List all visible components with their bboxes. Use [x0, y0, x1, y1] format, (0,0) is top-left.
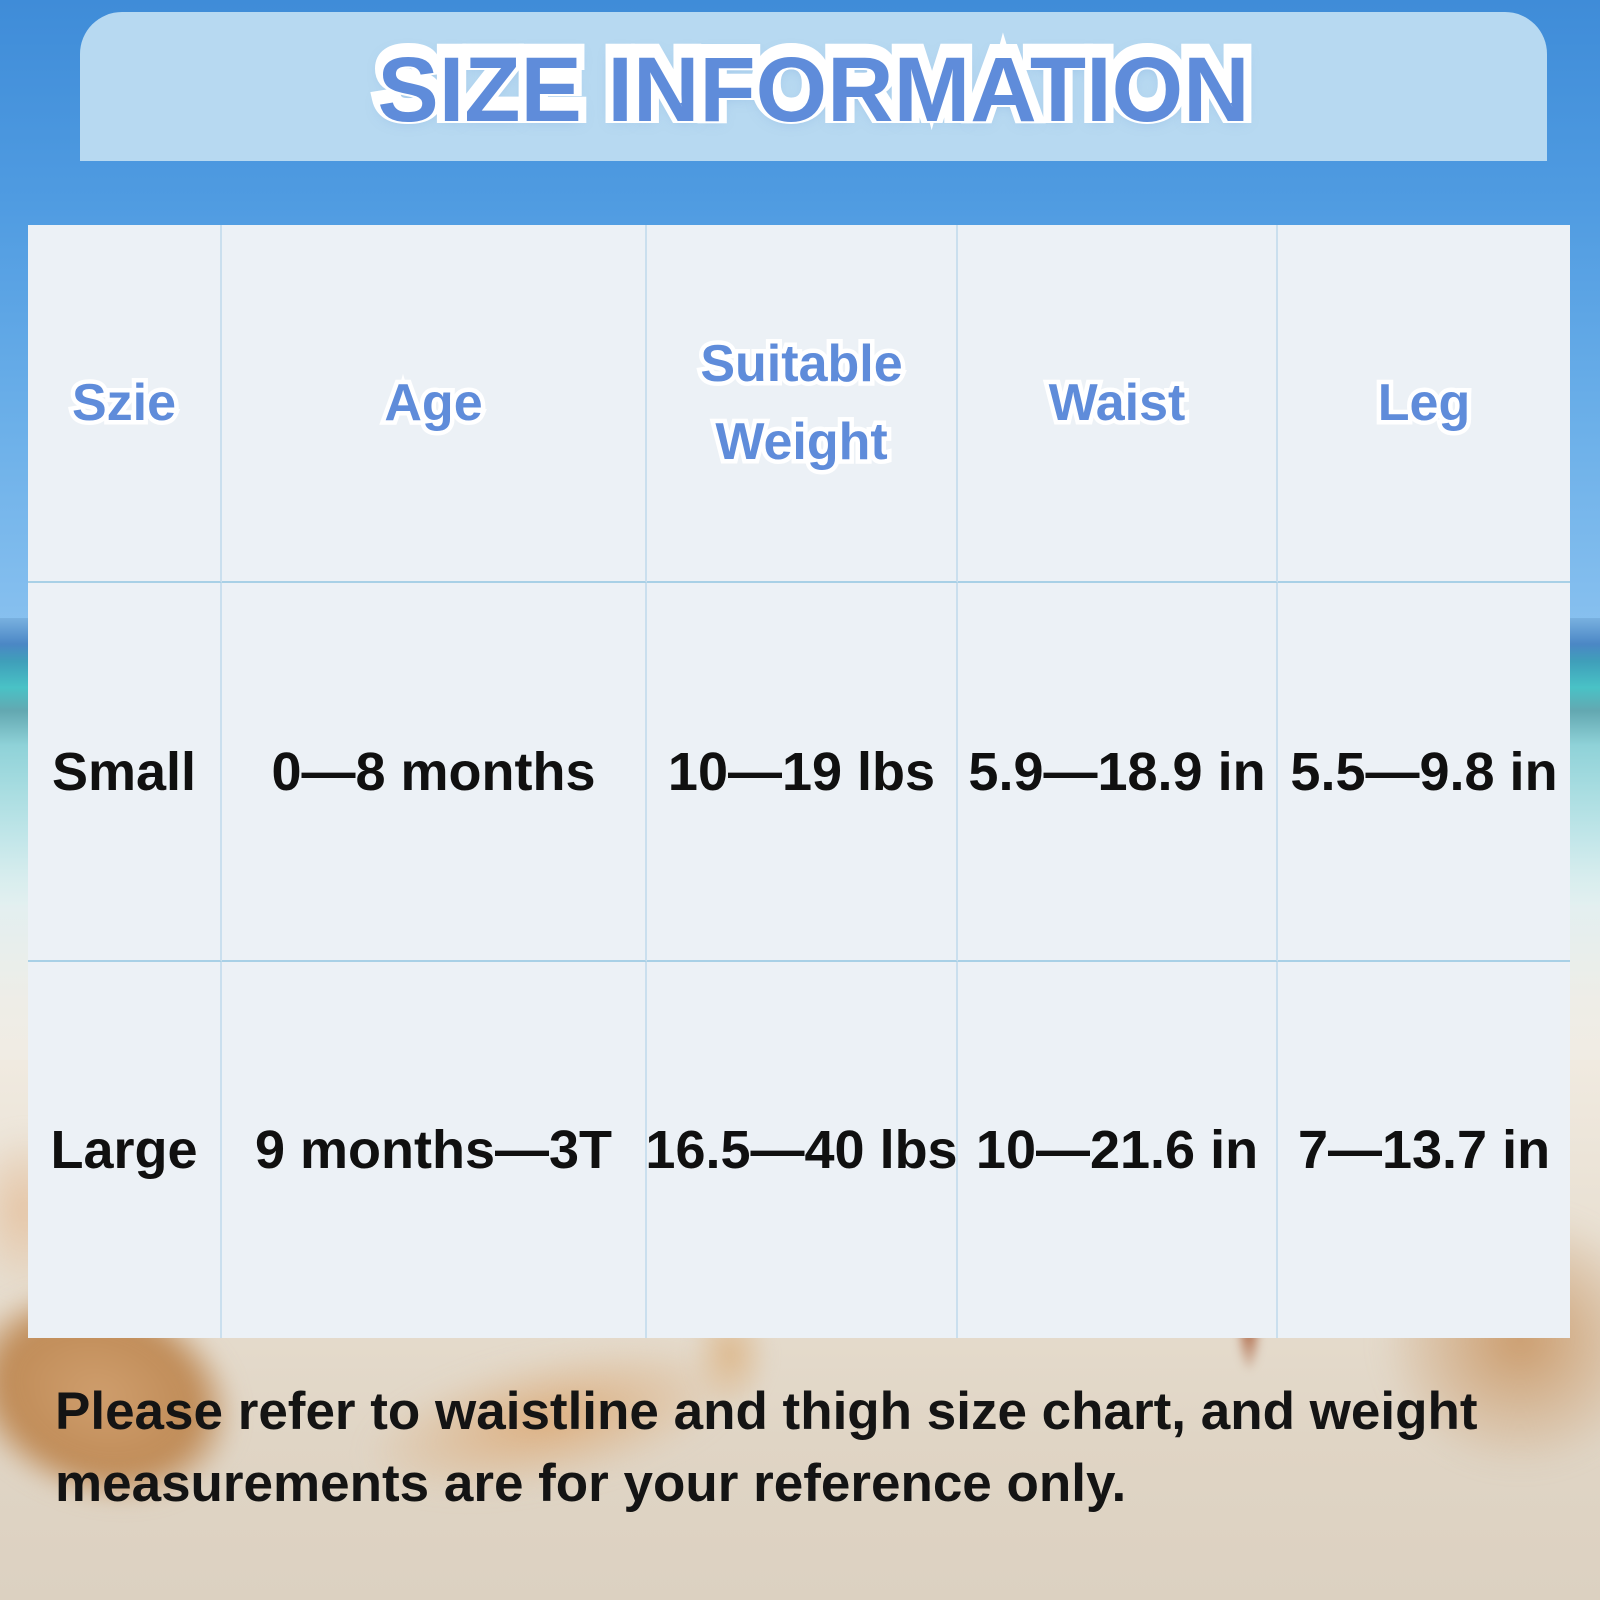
header-cell-waist: Waist [958, 225, 1278, 583]
reference-note-line1: Please refer to waistline and thigh size… [55, 1382, 1478, 1441]
column-header-label: Suitable Weight [647, 325, 956, 481]
column-header-label: Age [384, 364, 483, 442]
title-banner: SIZE INFORMATION [80, 12, 1547, 161]
cell-large-waist: 10—21.6 in [958, 962, 1278, 1338]
table-value: 10—21.6 in [975, 1120, 1259, 1180]
header-cell-leg: Leg [1278, 225, 1570, 583]
table-value: 9 months—3T [254, 1120, 613, 1180]
cell-small-age: 0—8 months [222, 583, 647, 962]
table-value: 5.9—18.9 in [968, 741, 1266, 802]
header-cell-suitable-weight: Suitable Weight [647, 225, 958, 583]
table-value: 7—13.7 in [1297, 1120, 1551, 1180]
table-value: 5.5—9.8 in [1290, 741, 1558, 802]
reference-note: Please refer to waistline and thigh size… [55, 1376, 1565, 1520]
column-header-label: Szie [72, 364, 176, 442]
cell-large-weight: 16.5—40 lbs [645, 962, 958, 1338]
column-header-label: Waist [1049, 364, 1186, 442]
cell-large-age: 9 months—3T [222, 962, 647, 1338]
column-header-label: Leg [1378, 364, 1471, 442]
size-table: Szie Age Suitable Weight Waist Leg Small… [28, 225, 1570, 1338]
cell-small-size: Small [28, 583, 222, 962]
table-value: Large [50, 1120, 198, 1180]
header-cell-age: Age [222, 225, 647, 583]
cell-small-weight: 10—19 lbs [647, 583, 958, 962]
cell-small-waist: 5.9—18.9 in [958, 583, 1278, 962]
table-value: 10—19 lbs [667, 741, 936, 802]
page-title: SIZE INFORMATION [377, 38, 1250, 136]
cell-small-leg: 5.5—9.8 in [1278, 583, 1570, 962]
cell-large-leg: 7—13.7 in [1278, 962, 1570, 1338]
header-cell-size: Szie [28, 225, 222, 583]
table-value: 16.5—40 lbs [645, 1120, 958, 1180]
reference-note-line2: measurements are for your reference only… [55, 1454, 1127, 1514]
cell-large-size: Large [28, 962, 222, 1338]
table-value: Small [51, 741, 197, 802]
table-value: 0—8 months [271, 741, 596, 802]
